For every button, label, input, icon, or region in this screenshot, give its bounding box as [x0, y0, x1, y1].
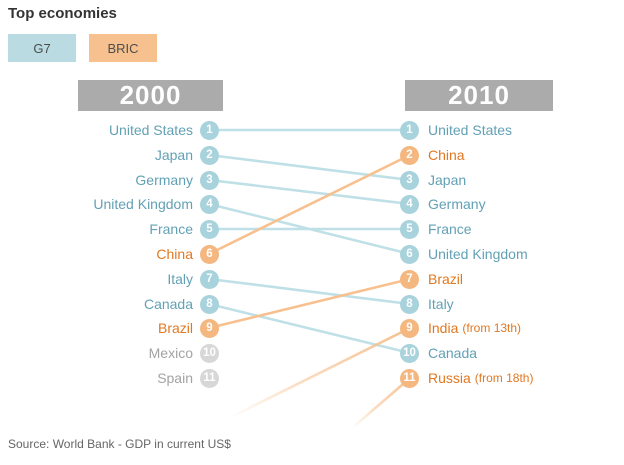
rank-badge: 2 — [200, 145, 219, 165]
link-brazil — [208, 277, 411, 330]
row-2000-rank4: United Kingdom 4 — [0, 192, 219, 216]
row-2000-rank8: Canada 8 — [0, 292, 219, 316]
row-2010-rank11: 11 Russia (from 18th) — [400, 366, 533, 390]
country-label: Russia — [428, 370, 471, 386]
rank-badge: 5 — [400, 219, 419, 239]
country-label: Italy — [167, 271, 193, 287]
rank-badge: 3 — [200, 170, 219, 190]
country-label: Germany — [135, 172, 193, 188]
row-2000-rank6: China 6 — [0, 242, 219, 266]
country-label: Italy — [428, 296, 454, 312]
country-label: United States — [428, 122, 513, 138]
rank-badge: 10 — [200, 343, 219, 363]
country-label: Canada — [143, 296, 193, 312]
row-2010-rank9: 9 India (from 13th) — [400, 316, 521, 340]
rank-badge: 4 — [200, 194, 219, 214]
row-2010-rank1: 1 United States — [400, 118, 516, 142]
year-header-2010: 2010 — [405, 80, 553, 111]
rank-badge: 11 — [400, 368, 419, 388]
legend-bric-swatch: BRIC — [89, 34, 157, 62]
rank-badge: 3 — [400, 170, 419, 190]
legend-g7-label: G7 — [33, 40, 51, 56]
rank-change-note: (from 13th) — [462, 321, 522, 335]
row-2000-rank7: Italy 7 — [0, 267, 219, 291]
row-2010-rank6: 6 United Kingdom — [400, 242, 532, 266]
link-canada — [208, 302, 411, 355]
rank-badge: 5 — [200, 219, 219, 239]
country-label: France — [149, 221, 193, 237]
rank-badge: 6 — [200, 244, 219, 264]
rank-badge: 4 — [400, 194, 419, 214]
row-2010-rank5: 5 France — [400, 217, 476, 241]
link-germany — [208, 178, 411, 206]
rank-badge: 8 — [400, 294, 419, 314]
row-2000-rank9: Brazil 9 — [0, 316, 219, 340]
row-2010-rank3: 3 Japan — [400, 168, 470, 192]
rank-badge: 1 — [400, 120, 419, 140]
rank-badge: 2 — [400, 145, 419, 165]
country-label: United States — [108, 122, 193, 138]
country-label: Germany — [428, 196, 486, 212]
link-japan — [208, 153, 411, 182]
row-2010-rank7: 7 Brazil — [400, 267, 467, 291]
page-title: Top economies — [8, 5, 117, 22]
row-2010-rank4: 4 Germany — [400, 192, 490, 216]
rank-badge: 9 — [200, 318, 219, 338]
legend-bric-label: BRIC — [107, 40, 139, 56]
legend: G7 BRIC — [8, 34, 157, 62]
rank-badge: 8 — [200, 294, 219, 314]
country-label: China — [156, 246, 193, 262]
row-2010-rank10: 10 Canada — [400, 341, 481, 365]
rank-badge: 6 — [400, 244, 419, 264]
row-2000-rank5: France 5 — [0, 217, 219, 241]
rank-badge: 1 — [200, 120, 219, 140]
year-header-2000: 2000 — [78, 80, 223, 111]
rank-badge: 7 — [200, 269, 219, 289]
row-2000-rank3: Germany 3 — [0, 168, 219, 192]
row-2010-rank8: 8 Italy — [400, 292, 458, 316]
row-2000-rank2: Japan 2 — [0, 143, 219, 167]
link-russia — [307, 377, 411, 465]
country-label: Mexico — [148, 345, 193, 361]
country-label: China — [428, 147, 465, 163]
source-caption: Source: World Bank - GDP in current US$ — [8, 437, 231, 451]
row-2000-rank11: Spain 11 — [0, 366, 219, 390]
rank-badge: 11 — [200, 368, 219, 388]
rank-badge: 9 — [400, 318, 419, 338]
row-2000-rank1: United States 1 — [0, 118, 219, 142]
rank-badge: 10 — [400, 343, 419, 363]
country-label: Brazil — [428, 271, 464, 287]
country-label: India — [428, 320, 459, 336]
country-label: Japan — [154, 147, 193, 163]
country-label: United Kingdom — [93, 196, 193, 212]
country-label: Japan — [428, 172, 467, 188]
link-china — [208, 153, 411, 256]
country-label: Canada — [428, 345, 478, 361]
country-label: France — [428, 221, 472, 237]
row-2000-rank10: Mexico 10 — [0, 341, 219, 365]
country-label: Spain — [157, 370, 193, 386]
link-india — [208, 326, 411, 430]
link-italy — [208, 277, 411, 306]
country-label: United Kingdom — [428, 246, 528, 262]
rank-change-note: (from 18th) — [474, 371, 534, 385]
rank-badge: 7 — [400, 269, 419, 289]
country-label: Brazil — [157, 320, 193, 336]
legend-g7-swatch: G7 — [8, 34, 76, 62]
row-2010-rank2: 2 China — [400, 143, 469, 167]
